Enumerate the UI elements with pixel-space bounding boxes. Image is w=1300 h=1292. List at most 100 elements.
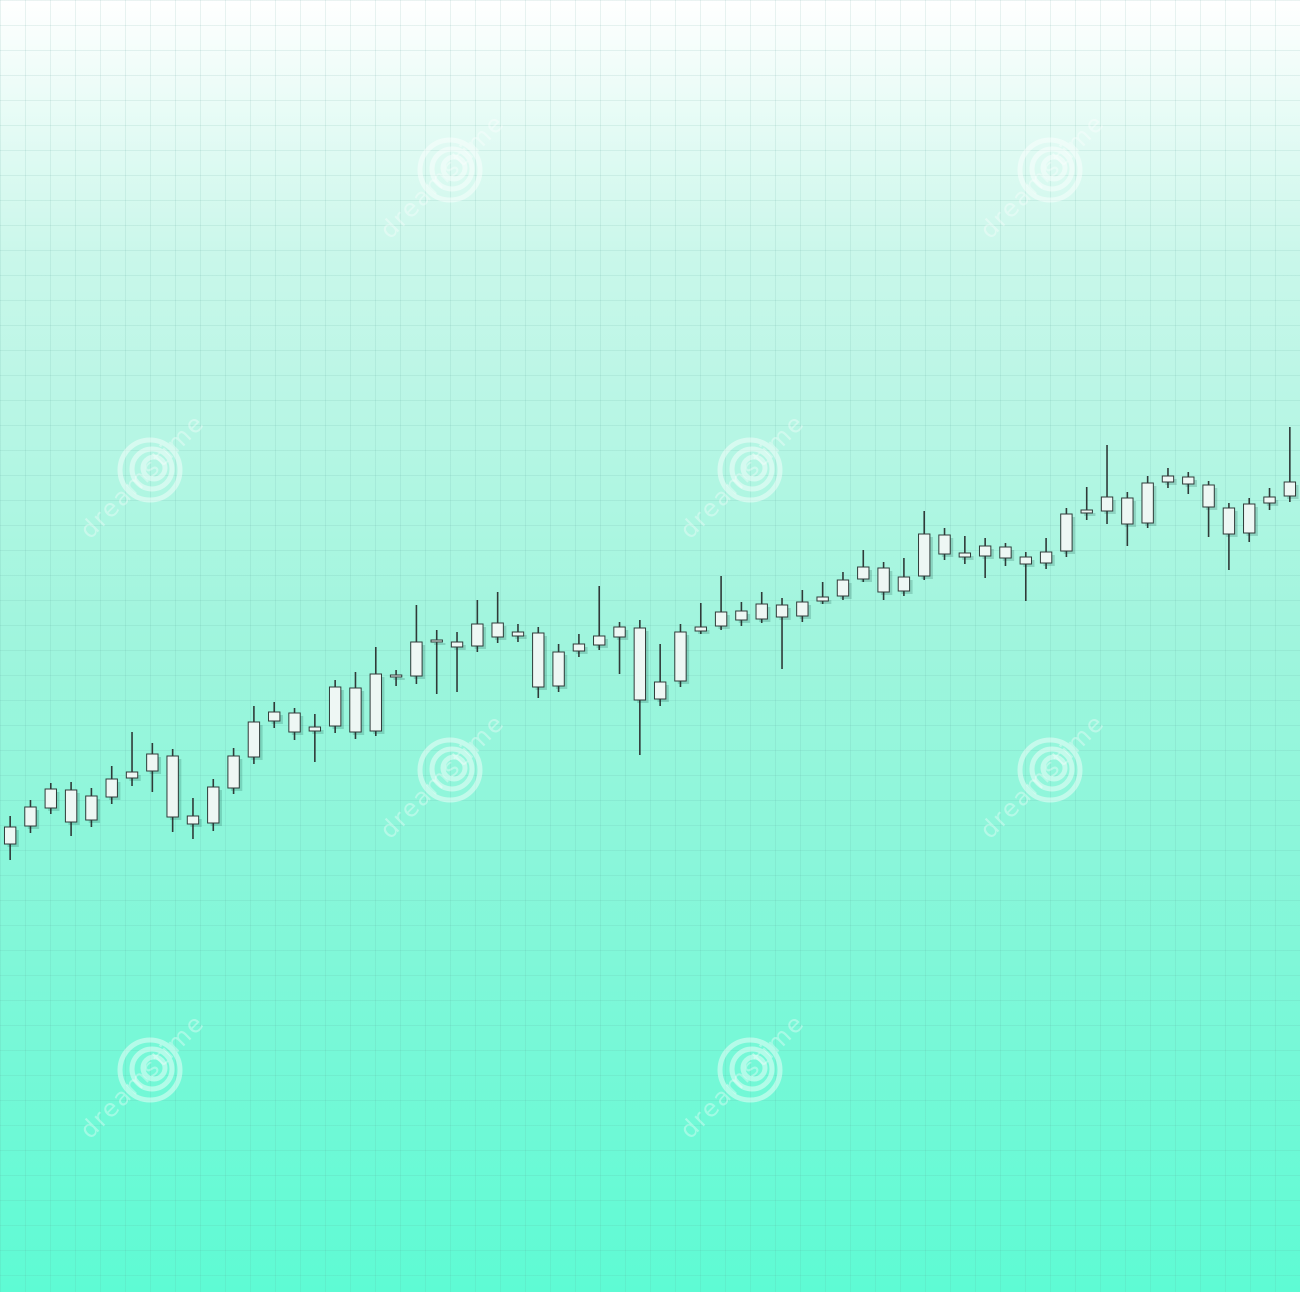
candle bbox=[328, 680, 344, 733]
candle bbox=[349, 672, 365, 739]
logo bbox=[417, 737, 483, 803]
candle-body bbox=[1283, 481, 1297, 497]
candle-body bbox=[796, 601, 809, 617]
candle bbox=[1100, 445, 1116, 524]
candle bbox=[125, 732, 141, 786]
candle bbox=[24, 800, 40, 833]
candle-body bbox=[1019, 556, 1032, 565]
candle bbox=[389, 670, 405, 686]
candle-shadow bbox=[312, 730, 324, 734]
candle-body bbox=[836, 579, 850, 597]
candle bbox=[85, 788, 101, 827]
candle-body bbox=[735, 610, 748, 621]
candle bbox=[714, 576, 730, 630]
logo bbox=[117, 1037, 183, 1103]
candle-body bbox=[511, 631, 525, 637]
candle-body bbox=[694, 626, 707, 632]
candle bbox=[653, 644, 669, 706]
candle bbox=[593, 586, 608, 650]
watermark-text: dreamstime bbox=[674, 408, 810, 544]
candle bbox=[694, 603, 710, 634]
logo bbox=[1017, 737, 1083, 803]
watermark-text: dreamstime bbox=[74, 408, 210, 544]
candle-body bbox=[410, 641, 423, 677]
candle bbox=[166, 749, 182, 832]
logo-ring bbox=[129, 1046, 175, 1092]
candle bbox=[613, 622, 629, 674]
logo-ring bbox=[440, 754, 468, 782]
candle-body bbox=[389, 674, 403, 678]
candle-body bbox=[613, 626, 626, 638]
candle-body bbox=[593, 635, 606, 646]
watermark-text: dreamstime bbox=[974, 108, 1110, 244]
candle-body bbox=[1100, 496, 1114, 512]
candle bbox=[450, 632, 466, 692]
logo-ring bbox=[1017, 737, 1083, 803]
candle bbox=[1283, 427, 1299, 502]
candle bbox=[471, 600, 487, 652]
logo-ring bbox=[1029, 146, 1075, 192]
candle-body bbox=[775, 604, 789, 618]
candle-body bbox=[349, 687, 362, 733]
candle-body bbox=[816, 596, 829, 602]
candle-body bbox=[64, 789, 78, 823]
candle bbox=[410, 605, 426, 684]
candle bbox=[755, 592, 771, 623]
candle-body bbox=[714, 611, 728, 627]
candle-body bbox=[999, 546, 1012, 559]
candle-shadow bbox=[819, 600, 832, 604]
watermark-text: dreamstime bbox=[374, 708, 510, 844]
candle-body bbox=[897, 576, 911, 592]
candle-shadow bbox=[962, 556, 974, 560]
candle bbox=[877, 562, 893, 600]
candle-body bbox=[1039, 551, 1053, 564]
logo-ring bbox=[1029, 746, 1075, 792]
logo-ring bbox=[729, 1046, 775, 1092]
candle bbox=[430, 630, 446, 694]
candle bbox=[227, 748, 243, 794]
candle bbox=[3, 816, 19, 860]
logo-ring bbox=[417, 737, 483, 803]
candle bbox=[268, 702, 283, 728]
candle bbox=[146, 743, 162, 792]
candle-body bbox=[3, 826, 17, 845]
candle bbox=[552, 644, 568, 692]
candle-body bbox=[877, 567, 890, 593]
candle-body bbox=[308, 726, 322, 732]
candle-body bbox=[1263, 496, 1276, 504]
candle-body bbox=[755, 603, 768, 620]
candle bbox=[978, 538, 994, 578]
candle bbox=[1019, 552, 1035, 601]
candle bbox=[186, 798, 202, 839]
candle-body bbox=[1161, 475, 1175, 483]
logo-ring bbox=[1040, 754, 1068, 782]
logo-ring bbox=[717, 437, 783, 503]
logo-ring bbox=[717, 1037, 783, 1103]
candle bbox=[633, 620, 649, 755]
candle bbox=[105, 766, 121, 804]
candle-body bbox=[1060, 513, 1073, 552]
candle bbox=[958, 536, 974, 564]
logo-ring bbox=[140, 1054, 168, 1082]
candle-body bbox=[105, 778, 118, 798]
logo-ring bbox=[429, 746, 475, 792]
logo-ring bbox=[140, 454, 168, 482]
candle bbox=[1121, 492, 1137, 546]
logo-ring bbox=[117, 1037, 183, 1103]
candle-body bbox=[207, 786, 220, 824]
candle-body bbox=[369, 673, 382, 732]
candle bbox=[999, 543, 1015, 566]
candle-body bbox=[227, 755, 240, 789]
candle-body bbox=[471, 623, 484, 647]
candle-body bbox=[247, 721, 261, 758]
logo-ring bbox=[440, 154, 468, 182]
candle-body bbox=[918, 533, 931, 577]
candle-body bbox=[491, 622, 504, 638]
logo-ring bbox=[417, 137, 483, 203]
candle bbox=[532, 627, 547, 698]
candle-body bbox=[978, 545, 992, 557]
candle bbox=[1161, 468, 1177, 488]
candle-body bbox=[938, 534, 951, 555]
